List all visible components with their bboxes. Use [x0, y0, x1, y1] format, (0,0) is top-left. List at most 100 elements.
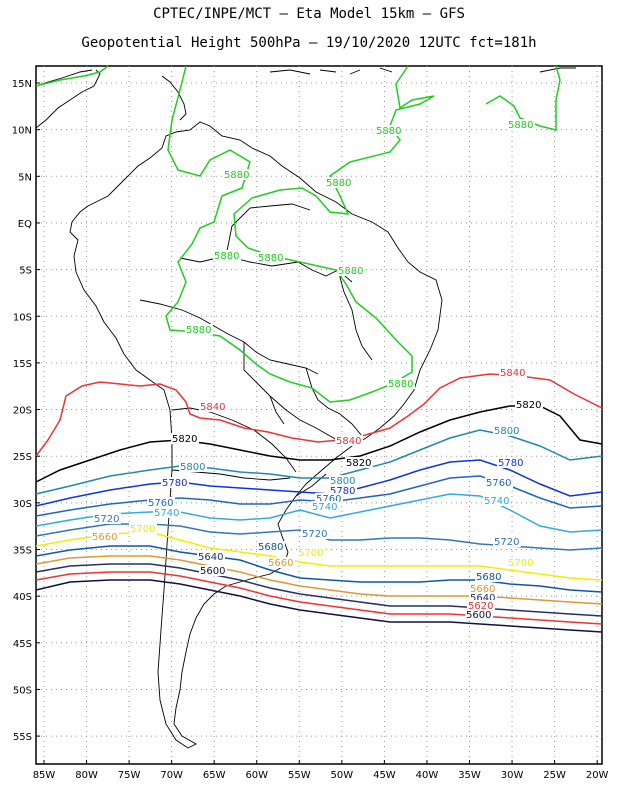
- contour-label-bg: [223, 169, 251, 180]
- lat-lon-grid: [36, 66, 602, 764]
- contour-5740: [35, 493, 603, 533]
- contour-label-5600: 5600: [200, 566, 225, 577]
- contour-label-5880: 5880: [214, 251, 239, 262]
- contour-label-bg: [185, 324, 213, 335]
- contour-label-5880: 5880: [326, 178, 351, 189]
- contour-label-bg: [465, 609, 493, 620]
- contour-label-5820: 5820: [516, 400, 541, 411]
- lat-label: EQ: [18, 219, 32, 230]
- contour-label-5740: 5740: [154, 508, 179, 519]
- contour-label-5880: 5880: [508, 120, 533, 131]
- contour-label-bg: [267, 557, 295, 568]
- lat-label: 50S: [13, 685, 32, 696]
- contour-label-bg: [171, 433, 199, 444]
- contour-label-5660: 5660: [268, 558, 293, 569]
- lat-label: 30S: [13, 499, 32, 510]
- contour-label-5640: 5640: [470, 593, 495, 604]
- contour-label-bg: [469, 592, 497, 603]
- lon-label: 60W: [245, 770, 268, 781]
- lon-label: 65W: [203, 770, 226, 781]
- contour-label-bg: [129, 523, 157, 534]
- contour-label-5780: 5780: [162, 478, 187, 489]
- contour-label-bg: [335, 435, 363, 446]
- contour-label-5840: 5840: [500, 368, 525, 379]
- lat-label: 10N: [12, 126, 32, 137]
- contour-5660: [35, 555, 603, 605]
- contour-label-5820: 5820: [172, 434, 197, 445]
- coastlines: [35, 67, 576, 749]
- lon-label: 85W: [33, 770, 56, 781]
- lon-label: 35W: [458, 770, 481, 781]
- contour-label-bg: [153, 507, 181, 518]
- lon-label: 25W: [543, 770, 566, 781]
- map-title-line2: Geopotential Height 500hPa – 19/10/2020 …: [81, 35, 537, 51]
- contour-5880: [485, 65, 561, 131]
- contour-label-bg: [493, 425, 521, 436]
- contour-label-5740: 5740: [312, 502, 337, 513]
- contour-label-bg: [93, 513, 121, 524]
- contour-label-5720: 5720: [94, 514, 119, 525]
- contour-label-5660: 5660: [470, 584, 495, 595]
- contour-label-bg: [325, 177, 353, 188]
- contour-5680: [35, 545, 603, 593]
- contour-label-bg: [515, 399, 543, 410]
- contour-label-bg: [199, 565, 227, 576]
- map-frame: [35, 65, 603, 765]
- contour-label-bg: [315, 493, 343, 504]
- contour-label-5640: 5640: [198, 552, 223, 563]
- contour-5880: [165, 65, 435, 403]
- contour-label-5680: 5680: [476, 572, 501, 583]
- contour-label-bg: [329, 485, 357, 496]
- contour-label-5700: 5700: [130, 524, 155, 535]
- lat-label: 15N: [12, 79, 32, 90]
- lon-label: 50W: [331, 770, 354, 781]
- contour-label-bg: [467, 600, 495, 611]
- contour-label-bg: [499, 367, 527, 378]
- lat-label: 55S: [13, 732, 32, 743]
- lon-label: 80W: [75, 770, 98, 781]
- contour-label-5660: 5660: [92, 532, 117, 543]
- contour-label-bg: [199, 401, 227, 412]
- contour-label-bg: [257, 252, 285, 263]
- contour-label-bg: [469, 583, 497, 594]
- contour-label-bg: [375, 125, 403, 136]
- lon-label: 70W: [160, 770, 183, 781]
- contour-label-5880: 5880: [388, 379, 413, 390]
- contour-5820: [35, 405, 603, 483]
- contour-5880: [35, 65, 109, 87]
- contour-label-5880: 5880: [258, 253, 283, 264]
- contour-label-bg: [161, 477, 189, 488]
- contour-label-bg: [179, 461, 207, 472]
- contour-label-5760: 5760: [148, 498, 173, 509]
- contour-label-5760: 5760: [486, 478, 511, 489]
- contour-label-bg: [485, 477, 513, 488]
- lon-label: 55W: [288, 770, 311, 781]
- lon-label: 45W: [373, 770, 396, 781]
- contour-label-5780: 5780: [330, 486, 355, 497]
- map-title-line1: CPTEC/INPE/MCT – Eta Model 15km – GFS: [153, 6, 465, 22]
- contour-label-5600: 5600: [466, 610, 491, 621]
- contour-label-bg: [497, 457, 525, 468]
- contour-label-bg: [387, 378, 415, 389]
- contour-label-bg: [213, 250, 241, 261]
- contour-label-5760: 5760: [316, 494, 341, 505]
- contour-label-bg: [475, 571, 503, 582]
- contour-label-5740: 5740: [484, 496, 509, 507]
- lon-label: 20W: [586, 770, 609, 781]
- latitude-labels: 15N 10N 5N EQ 5S 10S 15S 20S 25S 30S 35S 40S 45S 50S 5…: [12, 79, 40, 743]
- contour-label-5680: 5680: [258, 542, 283, 553]
- lat-label: 25S: [13, 452, 32, 463]
- contour-label-5700: 5700: [298, 548, 323, 559]
- lon-label: 40W: [416, 770, 439, 781]
- contour-label-5720: 5720: [302, 529, 327, 540]
- contour-label-bg: [297, 547, 325, 558]
- contour-label-5840: 5840: [336, 436, 361, 447]
- contour-5600: [35, 579, 603, 633]
- contour-label-5800: 5800: [330, 476, 355, 487]
- contour-5840: [35, 373, 603, 457]
- contour-label-5820: 5820: [346, 458, 371, 469]
- lon-label: 30W: [501, 770, 524, 781]
- contour-label-5720: 5720: [494, 537, 519, 548]
- contour-label-5800: 5800: [494, 426, 519, 437]
